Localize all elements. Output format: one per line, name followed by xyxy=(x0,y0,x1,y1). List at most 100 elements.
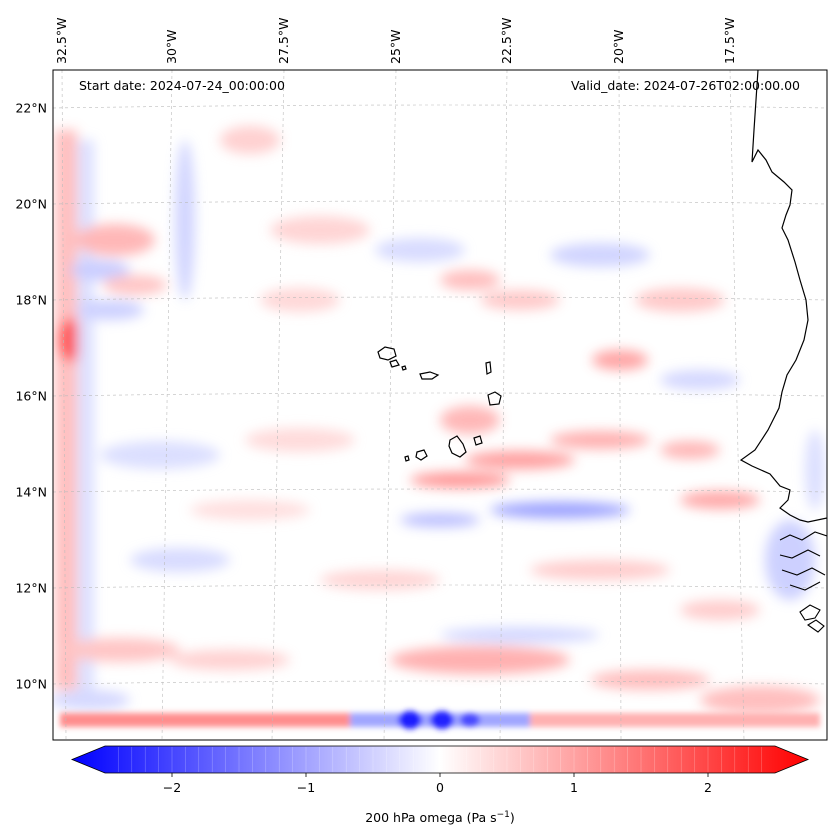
latitude-labels: 22°N 20°N 18°N 16°N 14°N 12°N 10°N xyxy=(15,101,47,692)
omega-blob xyxy=(130,548,230,572)
cape-verde-islands xyxy=(377,346,502,462)
latitude-tick-label: 16°N xyxy=(15,389,47,404)
longitude-labels: 32.5°W 30°W 27.5°W 25°W 22.5°W 20°W 17.5°W xyxy=(54,18,737,64)
omega-blobs xyxy=(53,126,825,714)
omega-blob xyxy=(590,670,710,690)
island-fogo xyxy=(415,449,428,461)
omega-blob xyxy=(76,300,144,320)
guinea-bissau-coastline xyxy=(779,531,827,633)
omega-blob xyxy=(390,646,570,674)
colorbar-ticks: −2 −1 0 1 2 xyxy=(163,773,712,795)
omega-blob xyxy=(245,428,355,452)
island-sao-nicolau xyxy=(419,371,440,380)
latitude-tick-label: 18°N xyxy=(15,293,47,308)
omega-blob xyxy=(410,472,510,488)
omega-field xyxy=(53,70,827,740)
map-background xyxy=(53,70,827,740)
omega-blob xyxy=(680,600,760,620)
longitude-tick-label: 27.5°W xyxy=(276,18,291,64)
colorbar-tick-label: −1 xyxy=(297,780,315,795)
longitude-tick-label: 25°W xyxy=(388,29,403,64)
omega-blob xyxy=(660,441,720,459)
island-maio xyxy=(473,435,483,446)
omega-blob xyxy=(190,500,310,520)
omega-blob xyxy=(530,713,820,727)
omega-blob xyxy=(58,318,82,362)
omega-blob xyxy=(635,288,725,312)
omega-blob xyxy=(260,288,340,312)
latitude-tick-label: 20°N xyxy=(15,197,47,212)
start-date-label: Start date: 2024-07-24_00:00:00 xyxy=(79,78,285,93)
latitude-tick-label: 22°N xyxy=(15,101,47,116)
africa-coastline xyxy=(739,70,827,523)
omega-blob xyxy=(70,260,130,280)
gridline-lon xyxy=(729,70,745,740)
island-brava xyxy=(404,455,410,462)
gridline-lon xyxy=(383,70,397,740)
island-boa-vista xyxy=(487,391,502,406)
colorbar-divisions xyxy=(118,747,762,772)
gridline-lon xyxy=(271,70,285,740)
gridline-lat xyxy=(53,392,827,397)
colorbar-tick-label: 2 xyxy=(704,780,712,795)
omega-blob xyxy=(680,491,760,509)
omega-blob xyxy=(398,711,422,729)
omega-blob xyxy=(700,686,820,714)
omega-blob xyxy=(480,290,560,310)
latitude-tick-label: 10°N xyxy=(15,677,47,692)
omega-blob xyxy=(440,270,500,290)
gridline-lat xyxy=(53,104,827,109)
omega-blob xyxy=(805,430,825,510)
omega-blob xyxy=(440,406,500,434)
gridline-lon xyxy=(499,70,508,740)
gridline-lon xyxy=(618,70,622,740)
map-panel: Start date: 2024-07-24_00:00:00 Valid_da… xyxy=(15,18,828,741)
omega-blob xyxy=(400,513,480,527)
omega-blob xyxy=(103,275,167,295)
omega-blob xyxy=(530,560,670,580)
omega-blob xyxy=(100,441,220,469)
island-santo-antao xyxy=(377,346,397,361)
omega-blob xyxy=(765,520,815,600)
omega-blob xyxy=(465,451,575,469)
omega-blob xyxy=(550,431,650,449)
gridline-lat xyxy=(53,680,827,685)
gridline-lat xyxy=(53,584,827,589)
colorbar: −2 −1 0 1 2 200 hPa omega (Pa s−1) xyxy=(70,745,810,825)
longitude-tick-label: 17.5°W xyxy=(722,18,737,64)
omega-blob xyxy=(550,243,650,267)
latitude-tick-label: 14°N xyxy=(15,485,47,500)
omega-blob xyxy=(175,140,195,300)
colorbar-tick-label: 1 xyxy=(570,780,578,795)
island-sao-vicente xyxy=(389,359,400,368)
omega-blob xyxy=(60,713,350,727)
omega-blob xyxy=(170,650,290,670)
colorbar-tick-label: −2 xyxy=(163,780,181,795)
omega-blob xyxy=(320,570,440,590)
gridlines xyxy=(53,70,827,740)
omega-blob xyxy=(430,711,454,729)
gridline-lat xyxy=(53,488,827,493)
omega-blob xyxy=(660,370,740,390)
omega-blob xyxy=(55,130,77,690)
omega-blob xyxy=(375,238,465,262)
colorbar-label: 200 hPa omega (Pa s−1) xyxy=(365,810,515,825)
island-santiago xyxy=(448,435,467,458)
latitude-tick-label: 12°N xyxy=(15,581,47,596)
bottom-band xyxy=(60,711,820,729)
omega-blob xyxy=(60,638,180,662)
longitude-tick-label: 32.5°W xyxy=(54,18,69,64)
gridline-lon xyxy=(161,70,173,740)
omega-blob xyxy=(75,224,155,256)
omega-blob xyxy=(440,627,600,643)
valid-date-label: Valid_date: 2024-07-26T02:00:00.00 xyxy=(571,78,800,93)
domain-margin-top xyxy=(53,70,827,96)
gridline-lat xyxy=(53,200,827,205)
omega-blob xyxy=(53,690,130,710)
island-santa-luzia xyxy=(401,365,407,371)
omega-blob xyxy=(490,502,630,518)
longitude-tick-label: 22.5°W xyxy=(499,18,514,64)
colorbar-tick-label: 0 xyxy=(436,780,444,795)
gridline-lon xyxy=(61,70,67,740)
